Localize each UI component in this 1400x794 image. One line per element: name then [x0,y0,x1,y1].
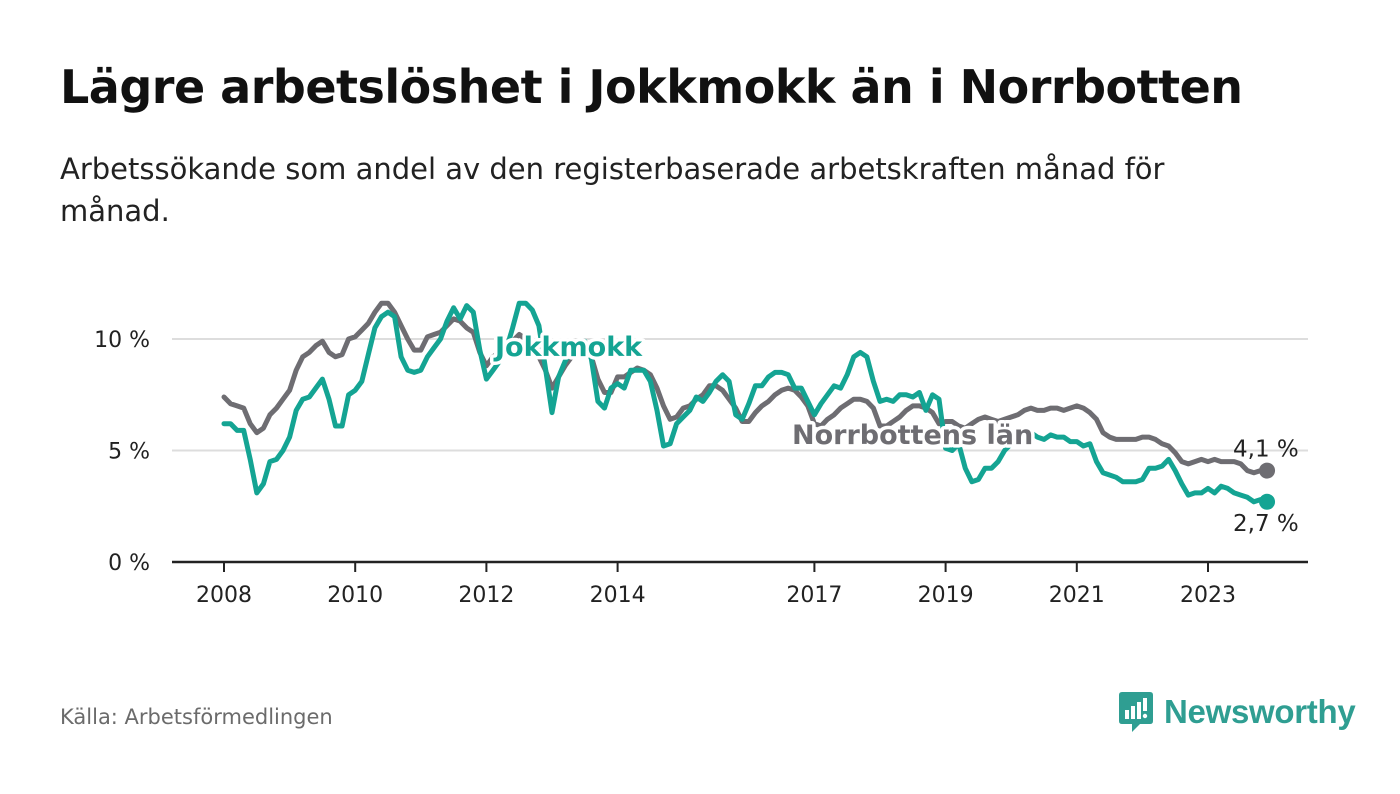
x-axis-ticks: 2008 2010 2012 2014 2017 2019 2021 2023 [196,562,1236,608]
series-end-label-norrbotten: 4,1 % [1233,437,1299,463]
y-tick-label: 0 % [108,551,150,576]
newsworthy-logo-icon [1119,692,1153,732]
x-tick-label: 2008 [196,583,252,608]
line-chart: 0 %5 %10 % 2008 2010 2012 2014 2017 2019 2021 2… [94,300,1308,608]
y-tick-label: 5 % [108,440,150,465]
series-lines [221,300,1276,510]
chart-subtitle: Arbetssökande som andel av den registerb… [60,152,1165,228]
x-tick-label: 2019 [918,583,974,608]
brand-logo[interactable]: Newsworthy [1118,690,1356,734]
chart-title: Lägre arbetslöshet i Jokkmokk än i Norrb… [60,60,1243,114]
series-line-norrbotten [221,300,1270,476]
x-tick-label: 2012 [458,583,514,608]
x-tick-label: 2010 [327,583,383,608]
series-name-label-norrbotten: Norrbottens län [792,420,1033,451]
series-labels: 4,1 % 2,7 % Jokkmokk Norrbottens län [490,329,1299,537]
y-tick-label: 10 % [94,328,150,353]
gridlines [172,338,1308,452]
x-tick-label: 2021 [1049,583,1105,608]
series-end-label-jokkmokk: 2,7 % [1233,511,1299,537]
series-line-jokkmokk [221,300,1270,505]
brand-name: Newsworthy [1164,693,1356,730]
x-tick-label: 2023 [1180,583,1236,608]
y-axis-ticks: 0 % 5 % 10 % [94,328,150,576]
source-note: Källa: Arbetsförmedlingen [60,705,333,729]
series-end-marker-jokkmokk [1259,493,1276,510]
series-end-marker-norrbotten [1259,462,1276,479]
x-tick-label: 2017 [786,583,842,608]
series-name-label-jokkmokk: Jokkmokk [493,332,643,363]
x-tick-label: 2014 [590,583,646,608]
